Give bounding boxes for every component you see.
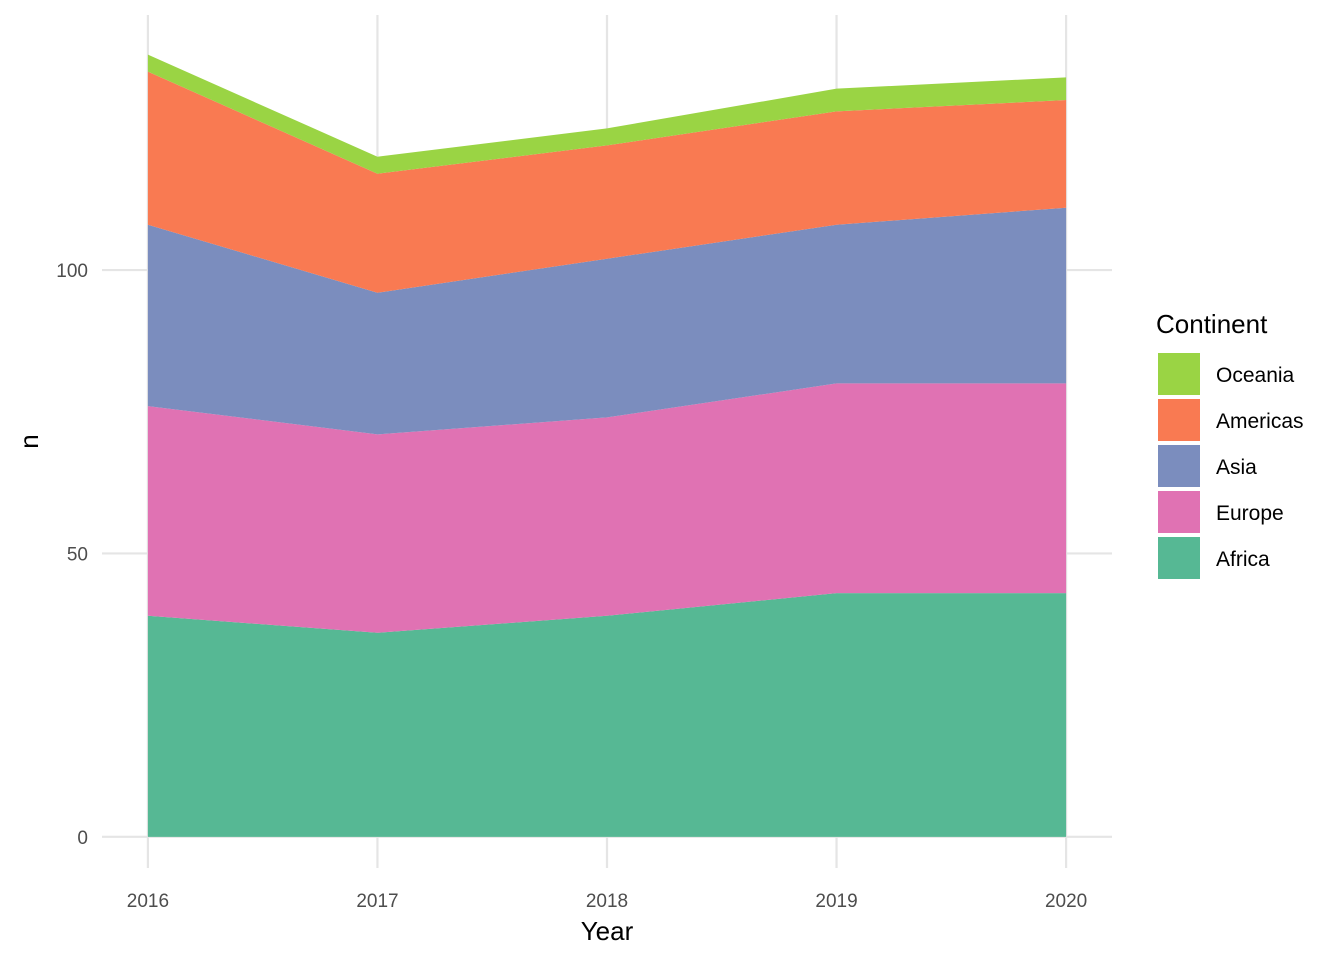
legend-key-americas (1158, 399, 1200, 441)
y-tick-label: 50 (67, 544, 88, 565)
y-axis-title: n (14, 434, 44, 448)
x-tick-label: 2016 (127, 891, 169, 912)
x-axis-ticks: 2016 2017 2018 2019 2020 (127, 891, 1087, 912)
legend-key-europe (1158, 491, 1200, 533)
x-axis-title: Year (581, 916, 634, 946)
legend-key-africa (1158, 537, 1200, 579)
area-europe (147, 383, 1067, 633)
y-tick-label: 0 (77, 828, 88, 849)
legend-label-americas: Americas (1216, 410, 1304, 433)
area-asia (147, 207, 1067, 435)
x-tick-label: 2017 (356, 891, 398, 912)
x-tick-label: 2018 (586, 891, 628, 912)
y-tick-label: 100 (56, 261, 88, 282)
legend-title: Continent (1156, 309, 1268, 339)
legend-label-asia: Asia (1216, 456, 1257, 479)
legend-key-oceania (1158, 353, 1200, 395)
legend-label-oceania: Oceania (1216, 364, 1295, 387)
legend: Continent Oceania Americas Asia Europe Afric… (1156, 309, 1304, 579)
area-africa (147, 593, 1067, 837)
y-axis-ticks: 0 50 100 (56, 261, 88, 849)
legend-label-europe: Europe (1216, 502, 1284, 525)
area-americas (147, 71, 1067, 293)
legend-key-asia (1158, 445, 1200, 487)
x-tick-label: 2020 (1045, 891, 1087, 912)
legend-label-africa: Africa (1216, 548, 1270, 571)
x-tick-label: 2019 (815, 891, 857, 912)
area-series (147, 54, 1067, 837)
